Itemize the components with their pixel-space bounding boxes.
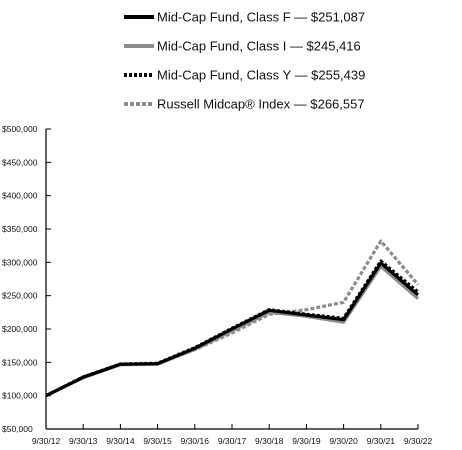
x-tick-label: 9/30/17 bbox=[218, 436, 247, 446]
y-tick-label: $200,000 bbox=[2, 324, 38, 334]
axes: $50,000 $100,000 $150,000 $200,000 $250,000 $… bbox=[2, 124, 432, 446]
y-tick-label: $400,000 bbox=[2, 191, 38, 201]
x-tick-label: 9/30/16 bbox=[181, 436, 210, 446]
legend-label-3: Mid-Cap Fund, Class Y — $255,439 bbox=[157, 68, 365, 83]
x-tick-label: 9/30/18 bbox=[255, 436, 284, 446]
x-tick-label: 9/30/21 bbox=[367, 436, 396, 446]
y-tick-label: $350,000 bbox=[2, 224, 38, 234]
x-tick-label: 9/30/19 bbox=[292, 436, 321, 446]
series-line-mid-cap-fund-class-i bbox=[45, 264, 420, 398]
y-tick-label: $50,000 bbox=[2, 424, 33, 434]
x-tick-label: 9/30/20 bbox=[329, 436, 358, 446]
series-line-mid-cap-fund-class-f bbox=[45, 261, 420, 398]
x-tick-label: 9/30/14 bbox=[106, 436, 135, 446]
legend-label-4: Russell Midcap® Index — $266,557 bbox=[157, 97, 365, 112]
x-tick-label: 9/30/13 bbox=[69, 436, 98, 446]
legend-label-2: Mid-Cap Fund, Class I — $245,416 bbox=[157, 39, 361, 54]
y-tick-label: $500,000 bbox=[2, 124, 38, 134]
y-tick-label: $300,000 bbox=[2, 257, 38, 267]
x-tick-label: 9/30/22 bbox=[404, 436, 433, 446]
y-tick-label: $150,000 bbox=[2, 357, 38, 367]
series-lines bbox=[45, 239, 420, 398]
x-tick-label: 9/30/15 bbox=[143, 436, 172, 446]
x-tick-label: 9/30/12 bbox=[32, 436, 61, 446]
y-tick-label: $250,000 bbox=[2, 291, 38, 301]
legend: Mid-Cap Fund, Class F — $251,087 Mid-Cap … bbox=[124, 10, 365, 112]
legend-label-1: Mid-Cap Fund, Class F — $251,087 bbox=[157, 10, 365, 25]
y-tick-label: $450,000 bbox=[2, 157, 38, 167]
y-tick-label: $100,000 bbox=[2, 391, 38, 401]
